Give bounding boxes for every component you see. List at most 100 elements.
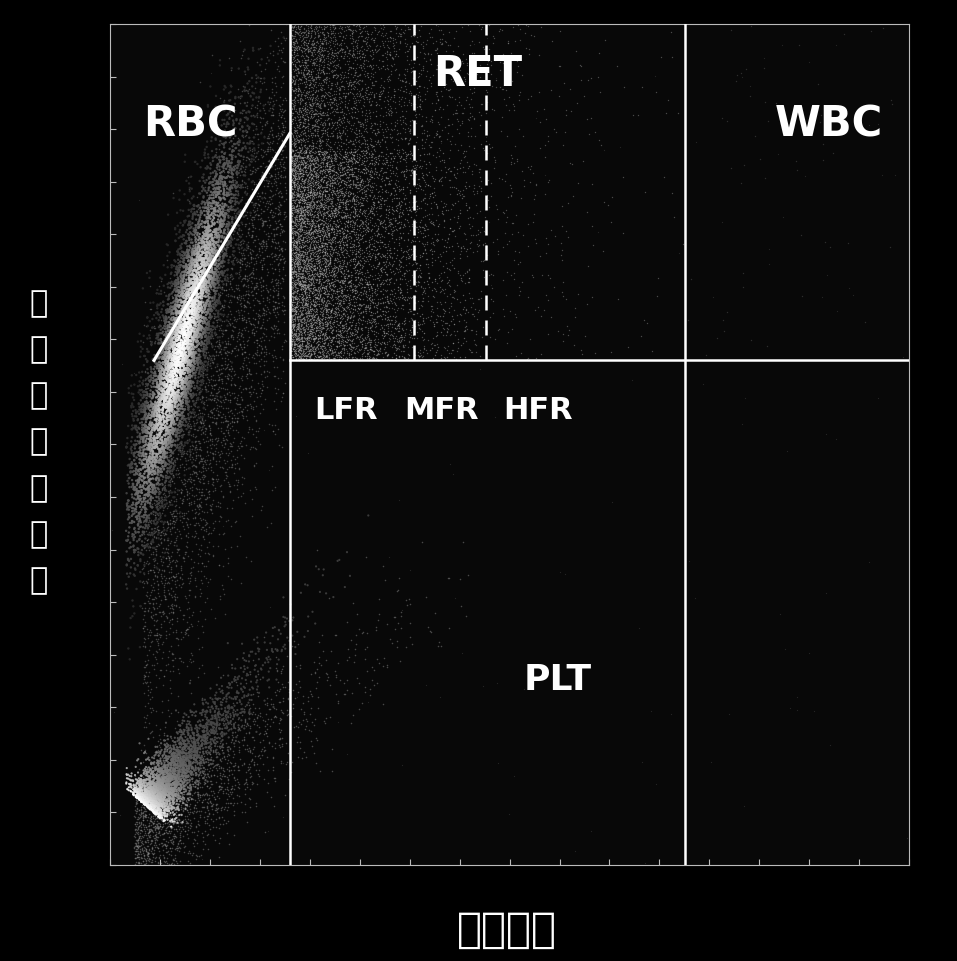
Point xyxy=(321,227,336,242)
Point xyxy=(178,778,193,794)
Point xyxy=(173,444,189,459)
Point xyxy=(130,850,145,865)
Point xyxy=(212,366,228,382)
Point xyxy=(166,290,181,306)
Point xyxy=(196,272,211,287)
Point xyxy=(317,200,332,215)
Point xyxy=(209,327,224,342)
Point xyxy=(215,760,231,776)
Point xyxy=(291,135,306,150)
Point xyxy=(197,407,212,422)
Point xyxy=(170,357,186,372)
Point xyxy=(202,297,217,312)
Point xyxy=(198,311,213,327)
Point xyxy=(159,765,174,780)
Point xyxy=(283,260,299,276)
Point xyxy=(160,825,175,841)
Point xyxy=(135,810,150,825)
Point xyxy=(319,347,334,362)
Point xyxy=(329,105,345,120)
Point xyxy=(123,773,139,788)
Point xyxy=(144,846,159,861)
Point xyxy=(336,353,351,368)
Point xyxy=(187,259,202,275)
Point xyxy=(219,185,234,200)
Point xyxy=(216,246,232,261)
Point xyxy=(298,30,313,45)
Point xyxy=(225,209,240,225)
Point xyxy=(241,421,256,436)
Point xyxy=(168,462,184,478)
Point xyxy=(232,305,247,320)
Point xyxy=(255,184,270,199)
Point xyxy=(326,205,342,220)
Point xyxy=(355,148,370,163)
Point xyxy=(151,792,167,807)
Point xyxy=(379,309,394,325)
Point xyxy=(300,244,315,259)
Point xyxy=(163,433,178,449)
Point xyxy=(357,24,372,39)
Point xyxy=(410,87,425,103)
Point xyxy=(164,327,179,342)
Point xyxy=(191,310,207,326)
Point xyxy=(288,224,303,239)
Point xyxy=(299,341,314,357)
Point xyxy=(261,136,277,152)
Point xyxy=(307,238,323,254)
Point xyxy=(676,235,691,251)
Point xyxy=(303,294,319,309)
Point xyxy=(184,815,199,830)
Point xyxy=(484,78,500,93)
Point xyxy=(302,324,318,339)
Point xyxy=(348,38,364,54)
Point xyxy=(203,259,218,275)
Point xyxy=(172,343,188,358)
Point xyxy=(325,69,341,85)
Point xyxy=(175,373,190,388)
Point xyxy=(180,238,195,254)
Point xyxy=(293,30,308,45)
Point xyxy=(142,788,157,803)
Point xyxy=(173,293,189,308)
Point xyxy=(334,340,349,356)
Point xyxy=(209,227,224,242)
Point xyxy=(305,342,321,357)
Point xyxy=(282,341,298,357)
Point xyxy=(399,276,414,291)
Point xyxy=(340,214,355,230)
Point xyxy=(130,788,145,803)
Point xyxy=(333,268,348,283)
Point xyxy=(329,143,345,159)
Point xyxy=(324,176,340,191)
Point xyxy=(350,181,366,196)
Point xyxy=(388,184,403,199)
Point xyxy=(179,330,194,345)
Point xyxy=(309,289,324,305)
Point xyxy=(228,220,243,235)
Point xyxy=(156,773,171,788)
Point xyxy=(288,639,303,654)
Point xyxy=(173,484,189,500)
Point xyxy=(291,353,306,368)
Point xyxy=(351,114,367,130)
Point xyxy=(157,375,172,390)
Point xyxy=(473,204,488,219)
Point xyxy=(154,380,169,395)
Point xyxy=(358,300,373,315)
Point xyxy=(184,737,199,752)
Point xyxy=(324,288,340,304)
Point xyxy=(245,198,260,213)
Point xyxy=(174,749,189,764)
Point xyxy=(145,572,160,587)
Point xyxy=(296,179,311,194)
Point xyxy=(184,336,199,352)
Point xyxy=(234,180,249,195)
Point xyxy=(198,460,213,476)
Point xyxy=(295,202,310,217)
Point xyxy=(532,249,547,264)
Point xyxy=(127,838,143,853)
Point xyxy=(299,331,314,346)
Point xyxy=(151,598,167,613)
Point xyxy=(151,453,167,468)
